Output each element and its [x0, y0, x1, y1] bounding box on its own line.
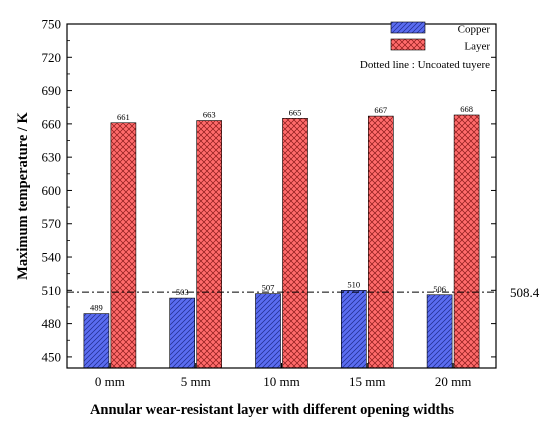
- x-tick-label-2: 10 mm: [263, 374, 299, 389]
- bar-layer-0: [110, 122, 137, 369]
- y-tick-label-3: 540: [42, 250, 62, 265]
- bar-copper-0: [83, 313, 110, 369]
- bar-layer-4: [453, 114, 480, 369]
- reference-line-label: 508.4: [510, 285, 540, 300]
- y-tick-label-2: 510: [42, 283, 62, 298]
- bar-value-label-layer-2: 665: [289, 107, 302, 117]
- legend-label-copper: Copper: [458, 24, 491, 36]
- legend-swatch-layer: [390, 38, 426, 51]
- x-axis-title: Annular wear-resistant layer with differ…: [90, 402, 454, 418]
- legend-label-layer: Layer: [464, 41, 490, 53]
- bar-copper-3: [340, 290, 367, 369]
- legend-swatch-copper: [390, 21, 426, 34]
- bar-value-label-layer-4: 668: [460, 104, 473, 114]
- bar-value-label-copper-0: 489: [90, 303, 103, 313]
- bar-copper-1: [169, 297, 195, 369]
- y-tick-label-4: 570: [42, 216, 62, 231]
- x-tick-label-1: 5 mm: [181, 374, 211, 389]
- legend-note: Dotted line : Uncoated tuyere: [360, 59, 490, 71]
- bar-value-label-copper-2: 507: [262, 283, 275, 293]
- bars-layer: [83, 114, 480, 369]
- x-tick-label-4: 20 mm: [435, 374, 471, 389]
- y-axis-title: Maximum temperature / K: [15, 111, 31, 279]
- legend: Copper Layer Dotted line : Uncoated tuye…: [360, 21, 491, 71]
- y-tick-label-5: 600: [42, 183, 62, 198]
- x-tick-label-3: 15 mm: [349, 374, 385, 389]
- bar-copper-2: [255, 293, 281, 369]
- x-axis: 0 mm 5 mm 10 mm 15 mm 20 mm: [95, 363, 471, 389]
- bar-value-label-copper-3: 510: [347, 279, 360, 289]
- bar-layer-1: [196, 120, 222, 369]
- bar-layer-2: [282, 118, 308, 369]
- y-axis: 450 480 510 540 570 600 630 660 690 720 750: [42, 17, 496, 364]
- y-tick-label-1: 480: [42, 316, 62, 331]
- bar-value-label-layer-1: 663: [203, 110, 216, 120]
- y-tick-label-7: 660: [42, 116, 62, 131]
- y-tick-label-8: 690: [42, 83, 62, 98]
- bar-value-label-layer-3: 667: [374, 105, 387, 115]
- y-tick-label-10: 750: [42, 17, 62, 32]
- x-tick-label-0: 0 mm: [95, 374, 125, 389]
- bar-layer-3: [367, 115, 394, 369]
- bar-value-label-copper-4: 506: [433, 284, 446, 294]
- y-tick-label-6: 630: [42, 150, 62, 165]
- y-tick-label-9: 720: [42, 50, 62, 65]
- y-tick-label-0: 450: [42, 349, 62, 364]
- bar-copper-4: [426, 294, 453, 369]
- bar-value-label-layer-0: 661: [117, 112, 130, 122]
